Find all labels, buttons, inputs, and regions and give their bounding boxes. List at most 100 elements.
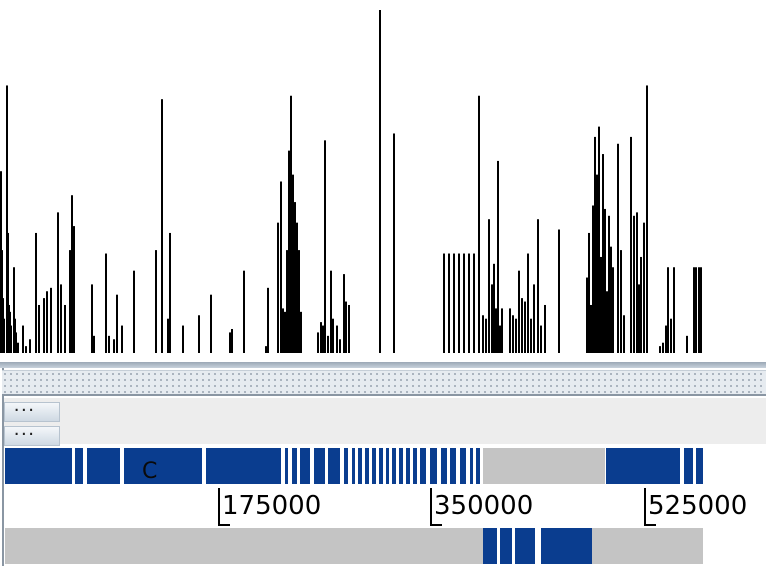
coverage-bar	[537, 219, 539, 353]
feature-segment[interactable]	[292, 448, 297, 484]
feature-label: C	[142, 459, 157, 484]
coverage-bar	[600, 256, 602, 353]
feature-segment[interactable]	[124, 448, 202, 484]
coverage-bar	[670, 318, 672, 353]
coverage-bar	[491, 284, 493, 353]
feature-segment[interactable]	[541, 528, 592, 564]
feature-segment[interactable]	[206, 448, 281, 484]
feature-segment[interactable]	[450, 448, 456, 484]
coverage-bar	[448, 253, 450, 353]
splitter-handle[interactable]	[2, 370, 766, 396]
coverage-bar	[113, 339, 115, 353]
feature-segment[interactable]	[392, 448, 396, 484]
coverage-bar	[336, 325, 338, 353]
feature-segment[interactable]	[515, 528, 535, 564]
track-options-button-2[interactable]: ···	[4, 426, 60, 446]
coverage-bar	[617, 143, 619, 353]
coverage-bar	[7, 232, 9, 353]
coverage-bar	[610, 246, 612, 353]
feature-segment[interactable]	[300, 448, 310, 484]
coverage-bar	[69, 250, 71, 353]
feature-segment[interactable]	[344, 448, 348, 484]
coverage-bar	[495, 308, 497, 353]
ruler-label-1: 175000	[222, 491, 322, 521]
feature-segment[interactable]	[460, 448, 466, 484]
coverage-bar	[133, 270, 135, 353]
track-background-segment	[483, 448, 605, 484]
feature-track-top[interactable]: C	[0, 446, 766, 486]
coverage-bar	[277, 222, 279, 353]
coverage-bar	[231, 328, 233, 353]
feature-segment[interactable]	[87, 448, 120, 484]
coverage-bar	[662, 342, 664, 353]
coverage-bar	[15, 332, 17, 353]
feature-segment[interactable]	[5, 448, 72, 484]
track-options-button-1[interactable]: ···	[4, 402, 60, 422]
feature-segment[interactable]	[75, 448, 83, 484]
coverage-bar	[6, 85, 8, 354]
coverage-bar	[533, 284, 535, 353]
feature-segment[interactable]	[358, 448, 362, 484]
feature-segment[interactable]	[413, 448, 417, 484]
feature-segment[interactable]	[365, 448, 369, 484]
feature-segment[interactable]	[696, 448, 703, 484]
coverage-bar	[29, 339, 31, 353]
coverage-bar	[518, 270, 520, 353]
coverage-bar	[345, 301, 347, 353]
feature-segment[interactable]	[606, 448, 680, 484]
coverage-bar	[527, 253, 529, 353]
track-background-segment	[5, 528, 483, 564]
coverage-bar	[499, 325, 501, 353]
feature-segment[interactable]	[386, 448, 389, 484]
coverage-bar	[698, 267, 700, 353]
coverage-bar	[636, 212, 638, 353]
coverage-bar	[10, 325, 12, 353]
coverage-bar	[282, 308, 284, 353]
coverage-bar	[46, 291, 48, 353]
feature-segment[interactable]	[314, 448, 325, 484]
coverage-bar	[22, 325, 24, 353]
feature-segment[interactable]	[372, 448, 376, 484]
coverage-bar	[478, 95, 480, 353]
feature-segment[interactable]	[470, 448, 473, 484]
coverage-bar	[64, 304, 66, 353]
feature-segment[interactable]	[684, 448, 693, 484]
coverage-bar	[620, 250, 622, 353]
coverage-bar	[38, 304, 40, 353]
coverage-bar	[602, 154, 604, 353]
feature-segment[interactable]	[500, 528, 512, 564]
feature-segment[interactable]	[476, 448, 480, 484]
coverage-bar	[608, 215, 610, 353]
coverage-bar	[324, 140, 326, 353]
coverage-bar	[298, 250, 300, 353]
coverage-bar	[530, 318, 532, 353]
panel-divider	[0, 362, 766, 368]
feature-segment[interactable]	[379, 448, 383, 484]
coverage-bar	[592, 205, 594, 353]
coverage-bar	[288, 150, 290, 353]
coverage-bar	[509, 308, 511, 353]
coverage-bar	[633, 215, 635, 353]
coverage-bar	[659, 346, 661, 353]
coverage-bar	[646, 85, 648, 354]
feature-segment[interactable]	[399, 448, 403, 484]
coverage-bar	[488, 219, 490, 353]
ruler-label-3: 525000	[648, 491, 748, 521]
coverage-bar	[482, 315, 484, 353]
coverage-bar	[284, 311, 286, 353]
coverage-bar	[343, 274, 345, 353]
coverage-bar	[161, 99, 163, 354]
feature-segment[interactable]	[420, 448, 426, 484]
feature-segment[interactable]	[406, 448, 410, 484]
feature-segment[interactable]	[352, 448, 355, 484]
coverage-bar	[167, 318, 169, 353]
feature-segment[interactable]	[441, 448, 447, 484]
feature-segment[interactable]	[483, 528, 497, 564]
feature-track-bottom[interactable]	[0, 526, 766, 566]
feature-segment[interactable]	[328, 448, 340, 484]
coverage-bar	[544, 304, 546, 353]
ruler-tick-1	[218, 488, 230, 526]
coverage-bar	[121, 325, 123, 353]
feature-segment[interactable]	[285, 448, 288, 484]
feature-segment[interactable]	[430, 448, 437, 484]
